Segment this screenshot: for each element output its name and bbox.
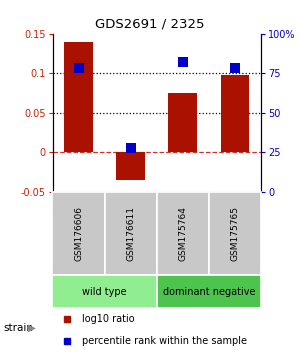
Point	[180, 59, 185, 65]
Text: ▶: ▶	[28, 323, 36, 333]
Bar	[52, 275, 157, 308]
Bar	[157, 192, 209, 275]
Text: GSM175765: GSM175765	[230, 206, 239, 261]
Text: strain: strain	[3, 323, 33, 333]
Bar	[64, 41, 93, 153]
Bar	[169, 93, 197, 153]
Bar	[220, 75, 249, 153]
Bar	[52, 192, 105, 275]
Text: GDS2691 / 2325: GDS2691 / 2325	[95, 18, 205, 31]
Bar	[116, 153, 145, 180]
Bar	[157, 275, 261, 308]
Text: dominant negative: dominant negative	[163, 287, 255, 297]
Text: percentile rank within the sample: percentile rank within the sample	[82, 336, 247, 346]
Text: GSM176606: GSM176606	[74, 206, 83, 261]
Text: log10 ratio: log10 ratio	[82, 314, 134, 324]
Text: GSM176611: GSM176611	[126, 206, 135, 261]
Text: wild type: wild type	[82, 287, 127, 297]
Point	[232, 65, 237, 71]
Point	[128, 145, 133, 150]
Bar	[105, 192, 157, 275]
Text: GSM175764: GSM175764	[178, 206, 187, 261]
Bar	[209, 192, 261, 275]
Point	[76, 65, 81, 71]
